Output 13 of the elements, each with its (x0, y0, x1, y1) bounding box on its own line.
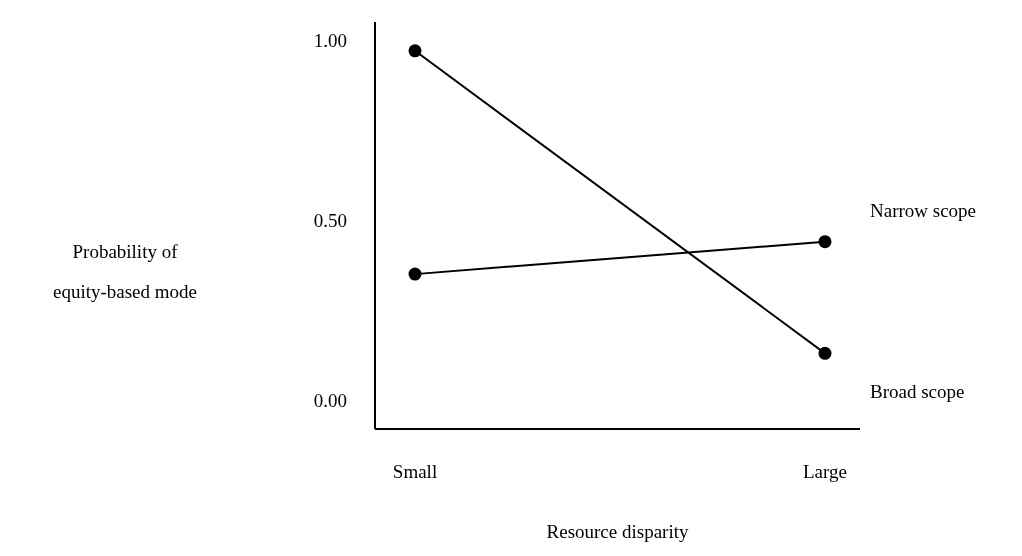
point (408, 267, 422, 281)
y-tick-label: 1.00 (313, 29, 347, 51)
point (818, 235, 832, 249)
y-tick-label: 0.50 (313, 209, 347, 231)
x-tick-label: Small (392, 461, 438, 483)
y-axis-title: Probability of equity-based mode (52, 241, 198, 303)
text: Narrow scope (870, 199, 977, 221)
y-tick-label: 0.00 (313, 389, 347, 411)
point (818, 346, 832, 360)
point (408, 44, 422, 58)
x-axis-title: Resource disparity (546, 521, 689, 542)
x-tick-label: Large (803, 461, 847, 483)
text: Broad scope (870, 381, 965, 403)
